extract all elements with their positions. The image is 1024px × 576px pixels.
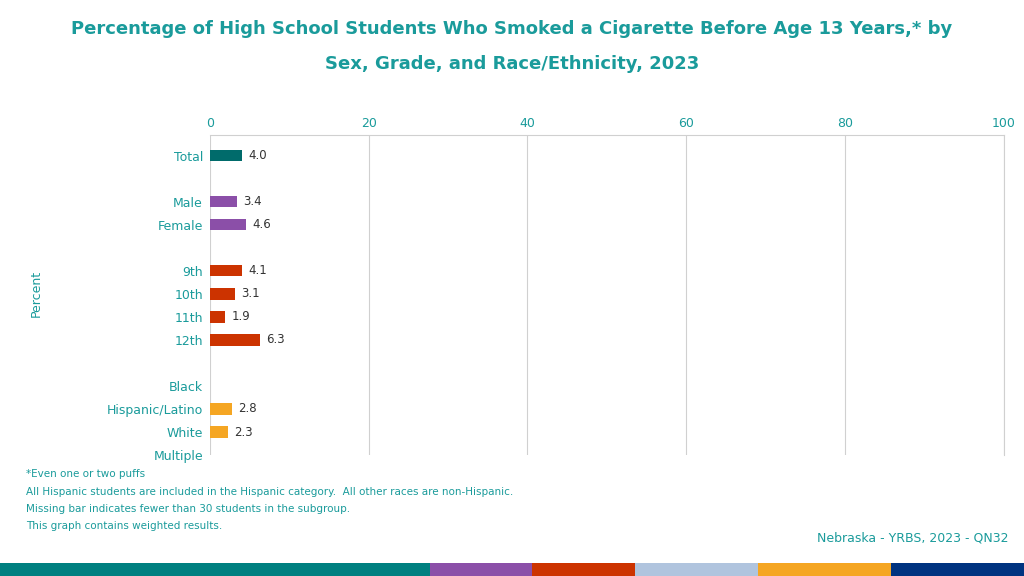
Text: 2.3: 2.3 — [234, 426, 253, 438]
Bar — [210, 219, 247, 230]
Text: *Even one or two puffs: *Even one or two puffs — [26, 469, 144, 479]
Bar — [210, 426, 228, 438]
Text: 4.1: 4.1 — [249, 264, 267, 277]
Text: 2.8: 2.8 — [239, 403, 257, 415]
Bar — [210, 288, 234, 300]
Bar — [210, 196, 237, 207]
Text: 4.0: 4.0 — [248, 149, 266, 162]
Text: All Hispanic students are included in the Hispanic category.  All other races ar: All Hispanic students are included in th… — [26, 487, 513, 497]
Text: Percent: Percent — [30, 270, 42, 317]
Text: 3.1: 3.1 — [241, 287, 259, 300]
Bar — [210, 311, 225, 323]
Text: 3.4: 3.4 — [244, 195, 262, 208]
Text: This graph contains weighted results.: This graph contains weighted results. — [26, 521, 222, 531]
Bar — [210, 265, 243, 276]
Text: Sex, Grade, and Race/Ethnicity, 2023: Sex, Grade, and Race/Ethnicity, 2023 — [325, 55, 699, 73]
Bar — [210, 334, 260, 346]
Bar — [210, 403, 232, 415]
Bar — [210, 150, 242, 161]
Text: 1.9: 1.9 — [231, 310, 250, 323]
Text: Nebraska - YRBS, 2023 - QN32: Nebraska - YRBS, 2023 - QN32 — [817, 531, 1009, 544]
Text: 6.3: 6.3 — [266, 334, 285, 346]
Text: Missing bar indicates fewer than 30 students in the subgroup.: Missing bar indicates fewer than 30 stud… — [26, 504, 350, 514]
Text: 4.6: 4.6 — [253, 218, 271, 231]
Text: Percentage of High School Students Who Smoked a Cigarette Before Age 13 Years,* : Percentage of High School Students Who S… — [72, 20, 952, 38]
